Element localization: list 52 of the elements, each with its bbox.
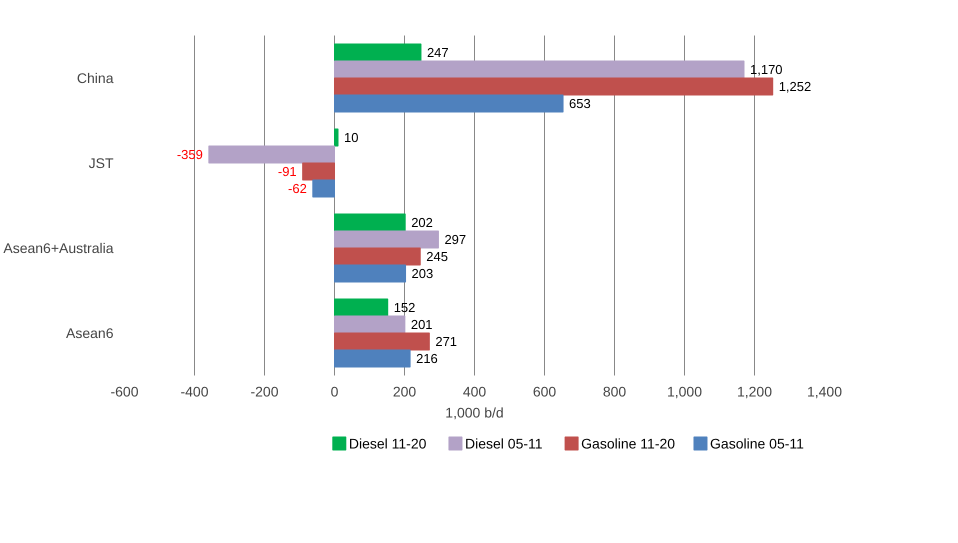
data-label: 216 (416, 351, 438, 366)
data-label: -359 (176, 147, 203, 162)
bar (208, 146, 335, 164)
legend-label: Diesel 05-11 (465, 436, 543, 452)
y-tick-label: Asean6+Australia (3, 240, 114, 256)
bar (334, 350, 411, 368)
bar (334, 264, 406, 282)
data-label: -62 (288, 181, 307, 196)
bar (302, 162, 335, 180)
data-label: 297 (444, 232, 466, 247)
x-axis-title: 1,000 b/d (445, 404, 504, 420)
bar (334, 298, 388, 316)
data-label: 247 (426, 45, 449, 60)
x-tick-label: 800 (602, 384, 626, 400)
data-label: -91 (278, 164, 297, 179)
data-label: 653 (569, 96, 591, 111)
bar (334, 248, 421, 266)
legend-label: Gasoline 05-11 (710, 436, 804, 452)
bar (334, 94, 564, 112)
data-label: 202 (411, 215, 433, 230)
bar (334, 316, 406, 334)
x-tick-label: 400 (462, 384, 486, 400)
x-tick-label: 200 (392, 384, 416, 400)
y-tick-label: Asean6 (66, 325, 114, 341)
bar (334, 78, 774, 96)
bar (334, 230, 439, 248)
x-tick-label: 600 (532, 384, 556, 400)
bar (334, 214, 406, 232)
legend-label: Gasoline 11-20 (581, 436, 676, 452)
legend-label: Diesel 11-20 (348, 436, 427, 452)
data-label: 152 (394, 300, 416, 315)
bar (334, 60, 744, 78)
data-label: 1,252 (778, 79, 812, 94)
data-label: 1,170 (750, 62, 783, 77)
x-tick-label: 1,000 (666, 384, 702, 400)
x-tick-label: -600 (110, 384, 139, 400)
data-label: 201 (410, 317, 433, 332)
x-tick-label: 1,200 (736, 384, 772, 400)
y-tick-label: JST (88, 155, 114, 171)
data-label: 271 (435, 334, 458, 349)
x-tick-label: -200 (250, 384, 279, 400)
data-label: 245 (426, 249, 448, 264)
x-tick-label: -400 (180, 384, 209, 400)
x-tick-label: 0 (330, 384, 339, 400)
bar (334, 128, 338, 146)
bar (312, 180, 335, 198)
data-label: 203 (412, 266, 434, 281)
bar (334, 332, 430, 350)
y-tick-label: China (76, 70, 114, 86)
x-tick-label: 1,400 (806, 384, 842, 400)
bar (334, 44, 422, 62)
data-label: 10 (344, 130, 358, 145)
